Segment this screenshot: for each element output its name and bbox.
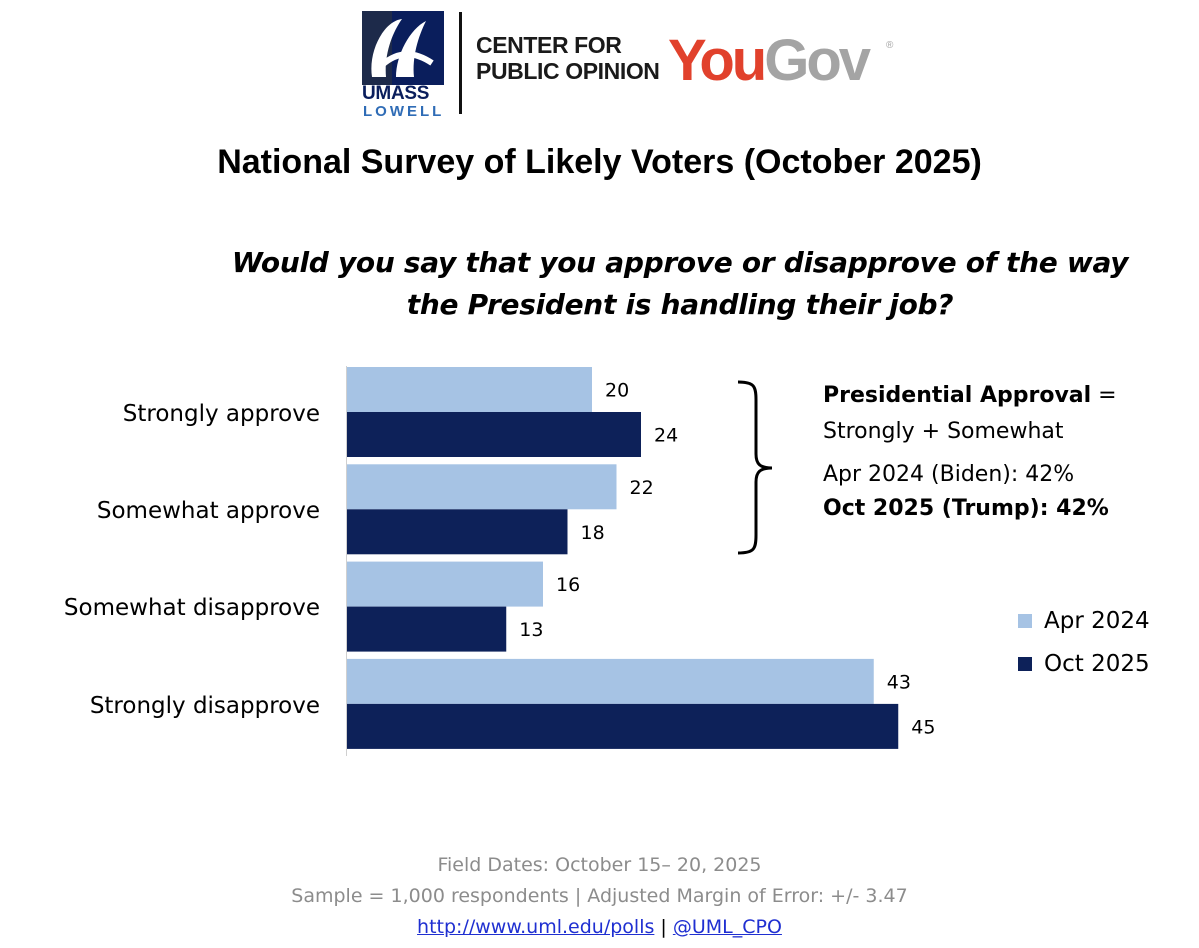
approval-note-title-rest: = — [1091, 383, 1117, 408]
legend-item-oct-2025: Oct 2025 — [1018, 650, 1150, 678]
value-label-somewhat-approve-oct-2025: 18 — [581, 522, 605, 544]
yougov-you: You — [668, 28, 767, 93]
yougov-gov: Gov — [764, 28, 871, 93]
center-for-public-opinion-line1: CENTER FOR — [476, 32, 622, 58]
bar-somewhat-disapprove-apr-2024 — [347, 561, 543, 607]
legend-label-apr-2024: Apr 2024 — [1044, 608, 1150, 634]
bar-somewhat-approve-apr-2024 — [347, 464, 617, 510]
value-label-somewhat-disapprove-apr-2024: 16 — [556, 574, 580, 596]
logo-divider — [459, 12, 462, 114]
yougov-logo: YouGov — [668, 28, 871, 93]
sample-info: Sample = 1,000 respondents | Adjusted Ma… — [291, 885, 908, 907]
legend-item-apr-2024: Apr 2024 — [1018, 607, 1150, 635]
center-for-public-opinion-line2: PUBLIC OPINION — [476, 58, 660, 84]
value-label-strongly-disapprove-apr-2024: 43 — [887, 671, 911, 693]
approval-note-subtitle: Strongly + Somewhat — [823, 419, 1064, 444]
approval-note-oct: Oct 2025 (Trump): 42% — [823, 496, 1109, 521]
bar-strongly-disapprove-oct-2025 — [347, 703, 899, 749]
umass-mark-icon — [362, 11, 444, 85]
survey-question: Would you say that you approve or disapp… — [200, 242, 1160, 326]
page-title: National Survey of Likely Voters (Octobe… — [217, 143, 982, 181]
bracket-icon — [737, 380, 773, 555]
question-line-2: the President is handling their job? — [406, 288, 954, 321]
legend-label-oct-2025: Oct 2025 — [1044, 651, 1150, 677]
footer-links: http://www.uml.edu/polls | @UML_CPO — [0, 915, 1199, 939]
value-label-somewhat-approve-apr-2024: 22 — [630, 477, 654, 499]
registered-mark: ® — [886, 40, 894, 51]
question-line-1: Would you say that you approve or disapp… — [231, 246, 1129, 279]
category-label-somewhat-disapprove: Somewhat disapprove — [63, 595, 320, 622]
bar-strongly-approve-oct-2025 — [347, 412, 641, 457]
bar-somewhat-approve-oct-2025 — [347, 509, 568, 555]
umass-wordmark: UMASS — [362, 83, 430, 104]
polls-link[interactable]: http://www.uml.edu/polls — [417, 916, 655, 938]
approval-note-title: Presidential Approval = — [823, 382, 1117, 410]
value-label-somewhat-disapprove-oct-2025: 13 — [519, 619, 543, 641]
bar-somewhat-disapprove-oct-2025 — [347, 606, 507, 652]
category-label-somewhat-approve: Somewhat approve — [96, 497, 320, 524]
twitter-link[interactable]: @UML_CPO — [672, 916, 782, 938]
category-label-strongly-disapprove: Strongly disapprove — [89, 692, 320, 719]
bar-strongly-disapprove-apr-2024 — [347, 658, 874, 704]
value-label-strongly-approve-oct-2025: 24 — [654, 425, 678, 447]
value-label-strongly-disapprove-oct-2025: 45 — [911, 716, 935, 738]
umass-lowell-logo: UMASS LOWELL — [362, 8, 462, 120]
link-separator: | — [654, 916, 673, 938]
category-label-strongly-approve: Strongly approve — [122, 400, 320, 427]
field-dates: Field Dates: October 15– 20, 2025 — [437, 854, 762, 876]
approval-note-apr: Apr 2024 (Biden): 42% — [823, 462, 1075, 487]
bar-strongly-approve-apr-2024 — [347, 367, 592, 412]
legend-swatch-oct-2025 — [1018, 657, 1032, 671]
lowell-wordmark: LOWELL — [363, 103, 445, 120]
legend-swatch-apr-2024 — [1018, 614, 1032, 628]
value-label-strongly-approve-apr-2024: 20 — [605, 380, 629, 402]
approval-note-title-bold: Presidential Approval — [823, 383, 1092, 408]
